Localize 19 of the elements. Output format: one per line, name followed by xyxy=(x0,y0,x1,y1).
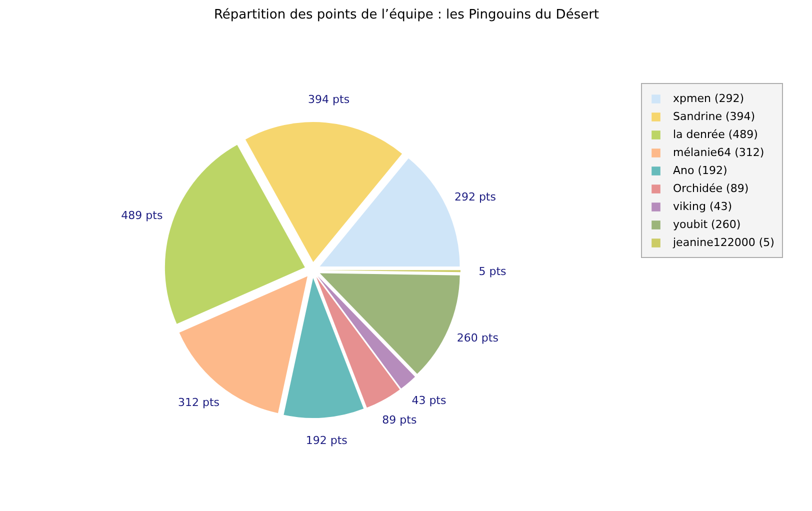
data-label: 292 pts xyxy=(454,190,496,204)
legend-label: jeanine122000 (5) xyxy=(673,236,774,249)
data-label: 260 pts xyxy=(456,331,499,344)
legend-label: Ano (192) xyxy=(673,164,728,177)
data-label: 394 pts xyxy=(308,93,350,106)
legend-label: Sandrine (394) xyxy=(673,110,756,123)
data-label: 43 pts xyxy=(412,394,446,407)
legend-label: mélanie64 (312) xyxy=(673,146,764,159)
legend-label: viking (43) xyxy=(673,200,732,213)
data-label: 89 pts xyxy=(382,413,417,426)
data-label: 192 pts xyxy=(306,434,348,448)
legend-label: youbit (260) xyxy=(673,218,741,231)
data-label: 5 pts xyxy=(478,264,507,278)
legend-label: xpmen (292) xyxy=(673,92,744,105)
legend-label: Orchidée (89) xyxy=(673,182,749,195)
chart-title: Répartition des points de l’équipe : les Pingouins du Désert xyxy=(214,8,600,22)
data-label: 489 pts xyxy=(121,208,163,222)
data-label: 312 pts xyxy=(178,396,220,410)
legend-label: la denrée (489) xyxy=(673,128,758,141)
